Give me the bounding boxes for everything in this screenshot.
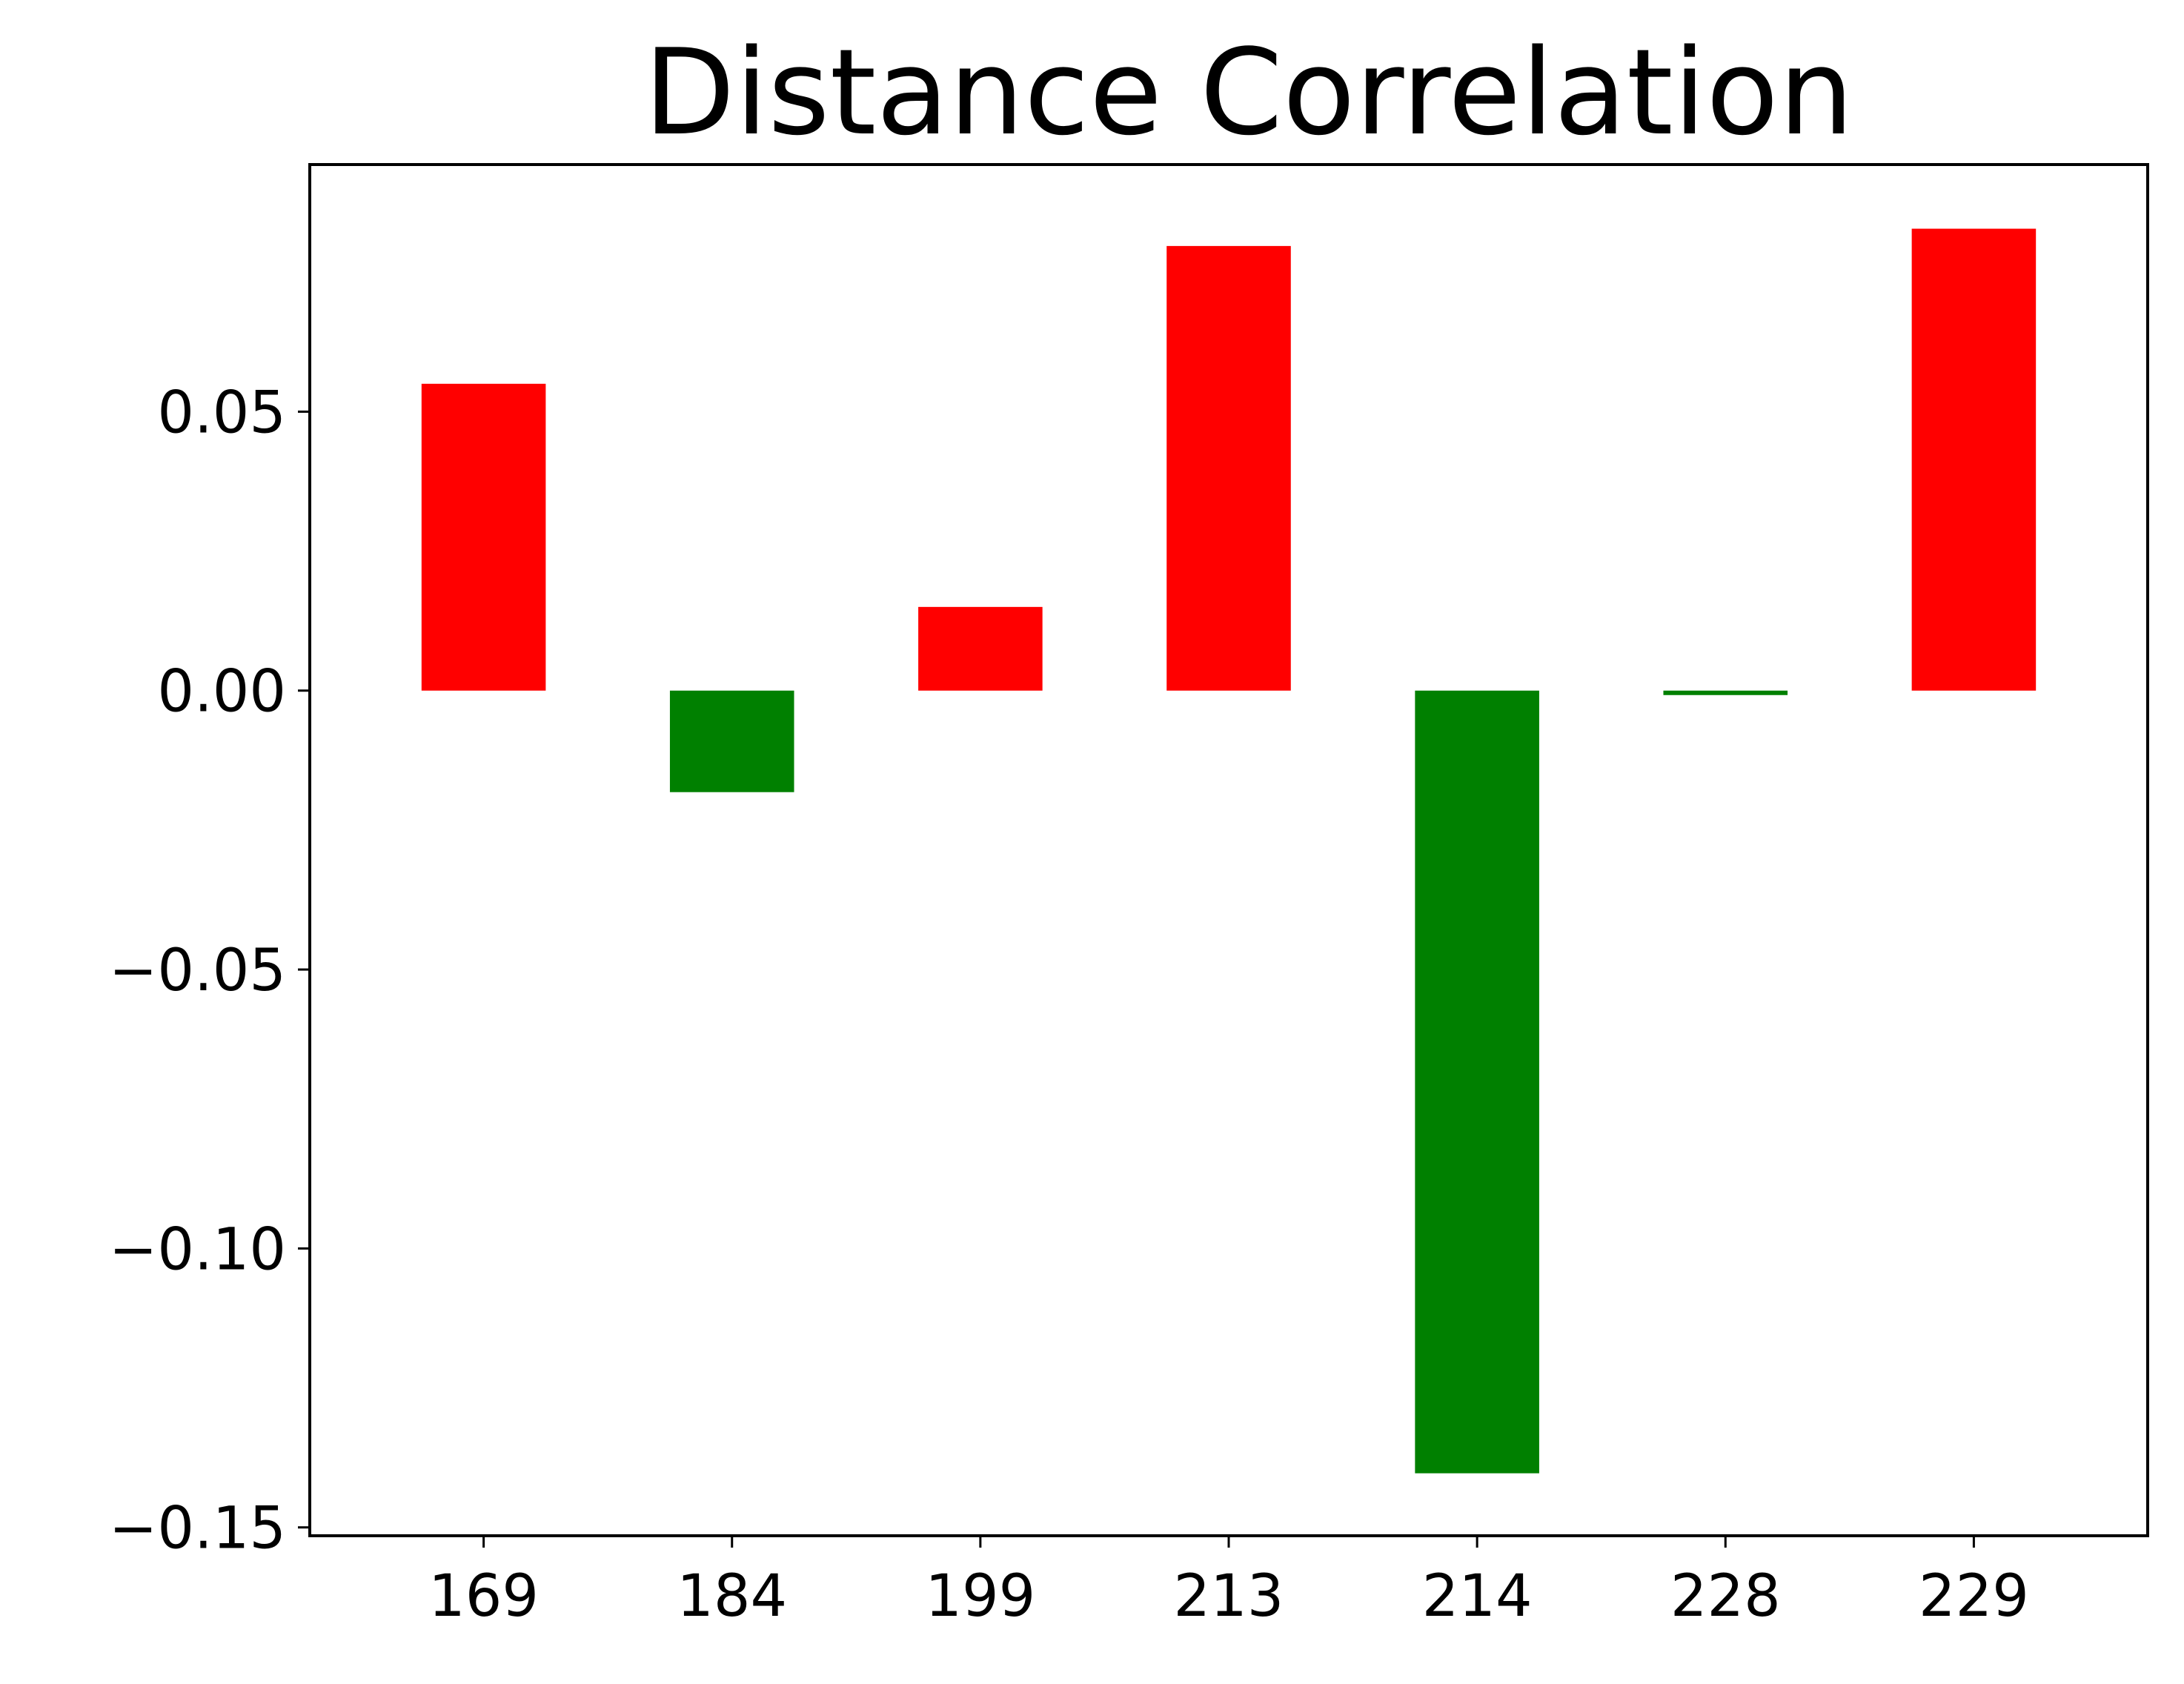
x-tick-label: 169 <box>428 1563 539 1630</box>
chart-title: Distance Correlation <box>644 23 1854 162</box>
bar-213 <box>1166 245 1291 691</box>
bars-group <box>421 228 2037 1474</box>
bar-169 <box>421 383 546 691</box>
x-tick-label: 199 <box>925 1563 1035 1630</box>
x-tick-label: 184 <box>677 1563 787 1630</box>
bar-228 <box>1663 690 1788 695</box>
bar-199 <box>918 606 1043 691</box>
bar-214 <box>1415 690 1539 1474</box>
y-tick-label: −0.05 <box>109 938 286 1004</box>
x-axis: 169 184 199 213 214 228 229 <box>428 1536 2029 1630</box>
y-tick-label: −0.10 <box>109 1216 286 1283</box>
plot-frame <box>308 163 2149 1537</box>
x-tick-label: 229 <box>1919 1563 2029 1630</box>
x-tick-label: 214 <box>1422 1563 1533 1630</box>
y-axis: 0.05 0.00 −0.05 −0.10 −0.15 <box>109 379 310 1562</box>
x-tick-label: 213 <box>1174 1563 1284 1630</box>
y-tick-label: 0.05 <box>157 379 286 446</box>
bar-184 <box>669 690 794 792</box>
y-tick-label: 0.00 <box>157 659 286 726</box>
bar-229 <box>1911 228 2037 691</box>
x-tick-label: 228 <box>1670 1563 1781 1630</box>
y-tick-label: −0.15 <box>109 1496 286 1562</box>
